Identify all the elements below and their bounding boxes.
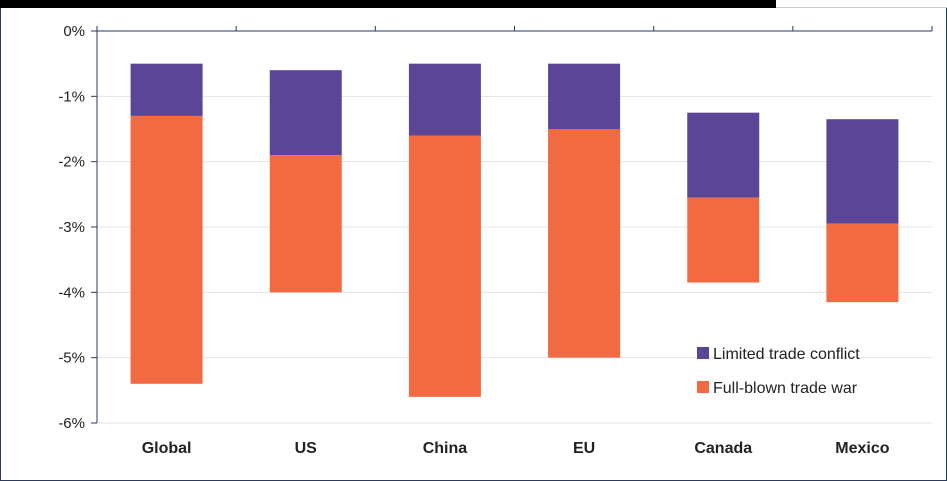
bar-full-blown-trade-war-canada bbox=[687, 197, 760, 283]
x-tick-label: Mexico bbox=[835, 440, 889, 457]
y-tick-label: 0% bbox=[63, 23, 85, 40]
bar-full-blown-trade-war-china bbox=[408, 135, 481, 397]
bar-full-blown-trade-war-us bbox=[269, 155, 342, 293]
bar-full-blown-trade-war-global bbox=[130, 115, 203, 384]
x-tick-label: EU bbox=[573, 440, 595, 457]
gridlines bbox=[97, 95, 932, 424]
legend-swatch bbox=[697, 347, 709, 359]
bars bbox=[130, 63, 899, 397]
bar-limited-trade-conflict-us bbox=[269, 70, 342, 156]
legend-label: Full-blown trade war bbox=[713, 380, 858, 397]
legend-label: Limited trade conflict bbox=[713, 346, 860, 363]
header-tab bbox=[776, 0, 947, 8]
y-tick-labels: 0% -1% -2% -3% -4% -5% -6% bbox=[58, 23, 85, 432]
y-tick-label: -6% bbox=[58, 415, 85, 432]
bar-limited-trade-conflict-canada bbox=[687, 112, 760, 198]
x-tick-labels: Global US China EU Canada Mexico bbox=[142, 440, 890, 457]
bar-full-blown-trade-war-eu bbox=[548, 129, 621, 358]
y-tick-label: -2% bbox=[58, 154, 85, 171]
bar-limited-trade-conflict-eu bbox=[548, 63, 621, 129]
y-tick-label: -4% bbox=[58, 284, 85, 301]
x-tick-label: Canada bbox=[694, 440, 752, 457]
x-tick-label: China bbox=[423, 440, 468, 457]
y-tick-label: -1% bbox=[58, 88, 85, 105]
bar-limited-trade-conflict-china bbox=[408, 63, 481, 136]
bar-limited-trade-conflict-mexico bbox=[826, 119, 899, 224]
axes bbox=[91, 26, 933, 424]
legend-swatch bbox=[697, 381, 709, 393]
bar-limited-trade-conflict-global bbox=[130, 63, 203, 116]
bar-full-blown-trade-war-mexico bbox=[826, 223, 899, 303]
header-bar bbox=[0, 0, 776, 8]
x-tick-label: US bbox=[295, 440, 318, 457]
x-tick-label: Global bbox=[142, 440, 192, 457]
y-tick-label: -5% bbox=[58, 350, 85, 367]
y-tick-label: -3% bbox=[58, 219, 85, 236]
legend: Limited trade conflict Full-blown trade w… bbox=[697, 346, 860, 397]
